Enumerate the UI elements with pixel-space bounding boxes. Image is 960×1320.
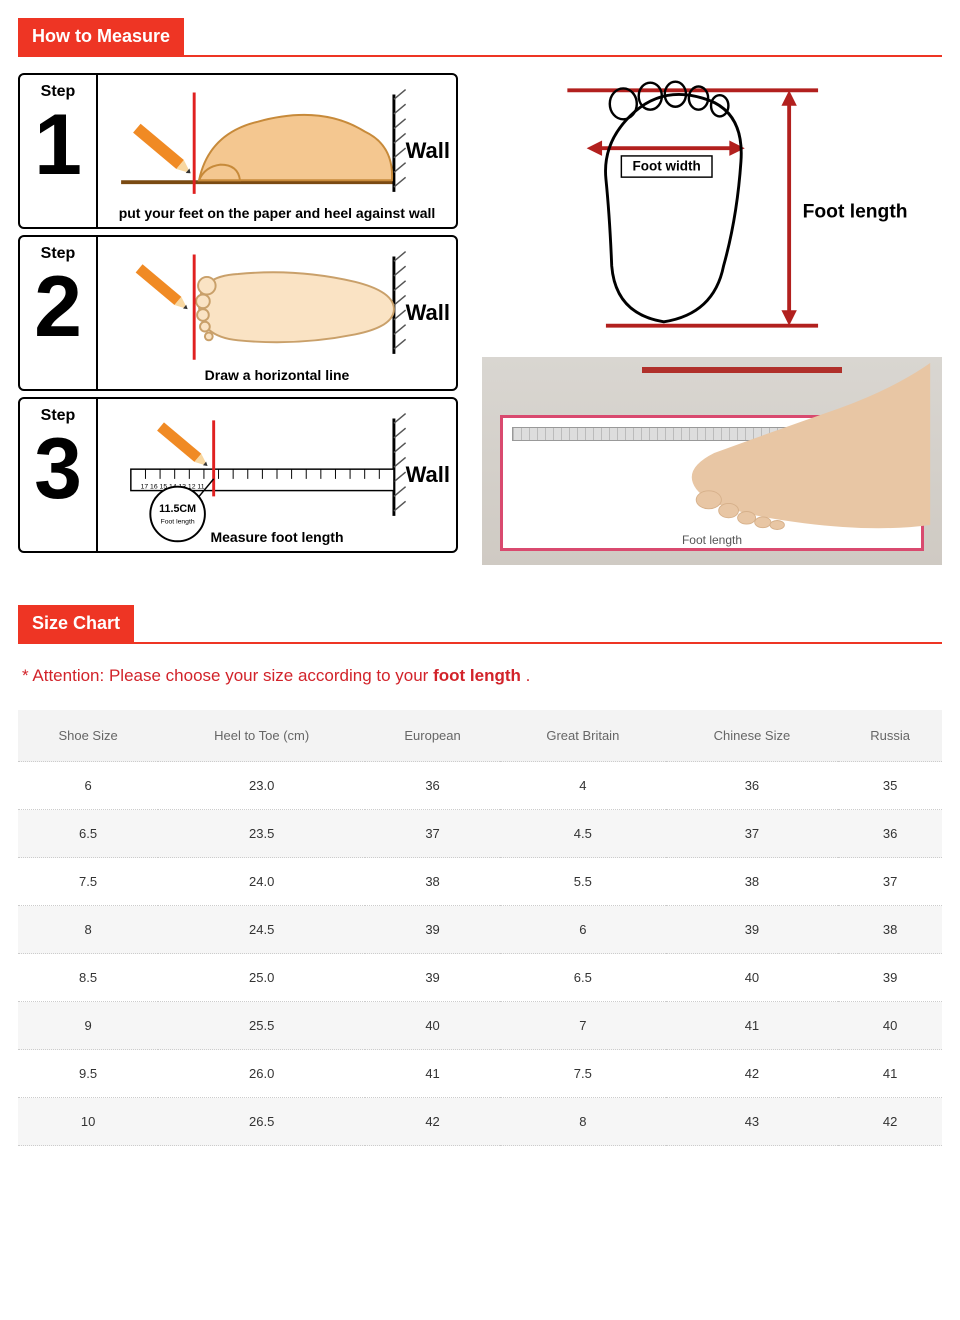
table-row: 7.524.0385.53837 bbox=[18, 858, 942, 906]
wall-label: Wall bbox=[406, 138, 450, 164]
photo-foot bbox=[648, 363, 942, 543]
step-box-3: Step 3 bbox=[18, 397, 458, 553]
table-cell: 42 bbox=[365, 1098, 500, 1146]
table-cell: 39 bbox=[666, 906, 838, 954]
table-cell: 23.0 bbox=[158, 762, 365, 810]
foot-outline-diagram: Foot width Foot length bbox=[482, 73, 942, 343]
table-row: 1026.54284342 bbox=[18, 1098, 942, 1146]
table-cell: 26.0 bbox=[158, 1050, 365, 1098]
table-cell: 37 bbox=[838, 858, 942, 906]
table-cell: 24.5 bbox=[158, 906, 365, 954]
table-cell: 24.0 bbox=[158, 858, 365, 906]
table-cell: 37 bbox=[666, 810, 838, 858]
table-cell: 6.5 bbox=[500, 954, 666, 1002]
table-cell: 41 bbox=[666, 1002, 838, 1050]
table-cell: 6 bbox=[500, 906, 666, 954]
table-cell: 38 bbox=[838, 906, 942, 954]
table-column-header: European bbox=[365, 710, 500, 762]
table-cell: 43 bbox=[666, 1098, 838, 1146]
table-row: 925.54074140 bbox=[18, 1002, 942, 1050]
table-cell: 40 bbox=[838, 1002, 942, 1050]
size-chart-table: Shoe SizeHeel to Toe (cm)EuropeanGreat B… bbox=[18, 710, 942, 1146]
table-cell: 10 bbox=[18, 1098, 158, 1146]
table-cell: 26.5 bbox=[158, 1098, 365, 1146]
table-cell: 8 bbox=[18, 906, 158, 954]
foot-width-label: Foot width bbox=[633, 158, 701, 173]
photo-caption: Foot length bbox=[482, 533, 942, 547]
steps-column: Step 1 bbox=[18, 73, 458, 565]
step-left-3: Step 3 bbox=[20, 399, 98, 551]
divider-rule bbox=[18, 642, 942, 644]
step-3-caption: Measure foot length bbox=[98, 529, 456, 545]
table-cell: 4 bbox=[500, 762, 666, 810]
table-cell: 7.5 bbox=[500, 1050, 666, 1098]
attention-bold: foot length bbox=[433, 666, 521, 685]
table-cell: 25.5 bbox=[158, 1002, 365, 1050]
table-cell: 8 bbox=[500, 1098, 666, 1146]
step-number-2: 2 bbox=[34, 269, 82, 346]
table-row: 9.526.0417.54241 bbox=[18, 1050, 942, 1098]
table-cell: 37 bbox=[365, 810, 500, 858]
step-number-1: 1 bbox=[34, 107, 82, 184]
table-cell: 39 bbox=[365, 954, 500, 1002]
table-cell: 42 bbox=[838, 1098, 942, 1146]
attention-text: * Attention: Please choose your size acc… bbox=[22, 666, 942, 686]
table-cell: 39 bbox=[365, 906, 500, 954]
table-cell: 41 bbox=[365, 1050, 500, 1098]
table-cell: 5.5 bbox=[500, 858, 666, 906]
step-left-1: Step 1 bbox=[20, 75, 98, 227]
divider-rule bbox=[18, 55, 942, 57]
table-cell: 7 bbox=[500, 1002, 666, 1050]
wall-label: Wall bbox=[406, 462, 450, 488]
step-number-3: 3 bbox=[34, 431, 82, 508]
table-column-header: Shoe Size bbox=[18, 710, 158, 762]
table-cell: 40 bbox=[666, 954, 838, 1002]
step-2-caption: Draw a horizontal line bbox=[98, 367, 456, 383]
table-cell: 42 bbox=[666, 1050, 838, 1098]
table-cell: 39 bbox=[838, 954, 942, 1002]
table-cell: 25.0 bbox=[158, 954, 365, 1002]
table-cell: 9 bbox=[18, 1002, 158, 1050]
foot-length-label: Foot length bbox=[803, 202, 908, 223]
bubble-sub: Foot length bbox=[161, 519, 195, 526]
table-row: 8.525.0396.54039 bbox=[18, 954, 942, 1002]
table-cell: 23.5 bbox=[158, 810, 365, 858]
table-row: 824.53963938 bbox=[18, 906, 942, 954]
attention-suffix: . bbox=[521, 666, 530, 685]
table-cell: 9.5 bbox=[18, 1050, 158, 1098]
step-box-2: Step 2 bbox=[18, 235, 458, 391]
bubble-value: 11.5CM bbox=[159, 503, 196, 515]
table-cell: 41 bbox=[838, 1050, 942, 1098]
table-column-header: Great Britain bbox=[500, 710, 666, 762]
table-cell: 36 bbox=[666, 762, 838, 810]
table-column-header: Chinese Size bbox=[666, 710, 838, 762]
table-cell: 35 bbox=[838, 762, 942, 810]
step-left-2: Step 2 bbox=[20, 237, 98, 389]
table-column-header: Russia bbox=[838, 710, 942, 762]
size-chart-header: Size Chart bbox=[18, 605, 134, 642]
table-cell: 6 bbox=[18, 762, 158, 810]
step-1-caption: put your feet on the paper and heel agai… bbox=[98, 205, 456, 221]
wall-label: Wall bbox=[406, 300, 450, 326]
table-row: 6.523.5374.53736 bbox=[18, 810, 942, 858]
attention-prefix: * Attention: Please choose your size acc… bbox=[22, 666, 433, 685]
table-column-header: Heel to Toe (cm) bbox=[158, 710, 365, 762]
table-cell: 40 bbox=[365, 1002, 500, 1050]
table-cell: 8.5 bbox=[18, 954, 158, 1002]
table-cell: 7.5 bbox=[18, 858, 158, 906]
table-row: 623.03643635 bbox=[18, 762, 942, 810]
table-cell: 4.5 bbox=[500, 810, 666, 858]
how-to-measure-header: How to Measure bbox=[18, 18, 184, 55]
table-cell: 6.5 bbox=[18, 810, 158, 858]
table-cell: 38 bbox=[666, 858, 838, 906]
table-cell: 36 bbox=[838, 810, 942, 858]
measurement-photo: Foot length bbox=[482, 357, 942, 565]
step-box-1: Step 1 bbox=[18, 73, 458, 229]
table-cell: 36 bbox=[365, 762, 500, 810]
table-cell: 38 bbox=[365, 858, 500, 906]
